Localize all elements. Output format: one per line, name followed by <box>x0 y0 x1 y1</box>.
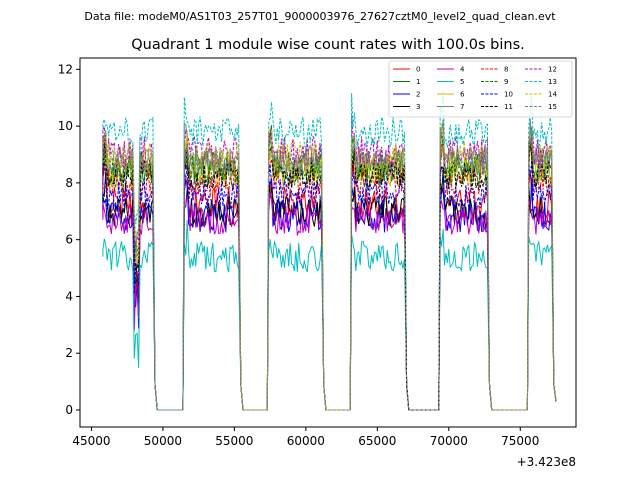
y-tick-label: 2 <box>65 346 73 360</box>
y-tick-label: 0 <box>65 403 73 417</box>
series-line-11 <box>102 135 557 411</box>
legend-label-8: 8 <box>504 66 508 74</box>
x-tick-label: 50000 <box>144 434 182 448</box>
legend-box <box>388 60 573 118</box>
plot-frame <box>79 57 577 428</box>
y-tick-label: 12 <box>58 62 73 76</box>
legend-label-12: 12 <box>548 66 557 74</box>
legend-label-0: 0 <box>416 66 420 74</box>
legend-label-14: 14 <box>548 91 557 99</box>
legend-label-11: 11 <box>504 103 513 111</box>
x-axis: 45000 50000 55000 60000 65000 70000 75000 <box>72 427 539 448</box>
y-tick-label: 10 <box>58 119 73 133</box>
legend-label-4: 4 <box>460 66 465 74</box>
plot-lines <box>102 90 557 411</box>
x-offset-label: +3.423e8 <box>517 455 576 469</box>
legend-label-1: 1 <box>416 78 420 86</box>
legend-label-3: 3 <box>416 103 420 111</box>
legend-label-13: 13 <box>548 78 557 86</box>
legend-label-2: 2 <box>416 91 420 99</box>
y-tick-label: 4 <box>65 289 73 303</box>
x-tick-label: 65000 <box>358 434 396 448</box>
legend-label-9: 9 <box>504 78 508 86</box>
legend-label-15: 15 <box>548 103 557 111</box>
legend-label-7: 7 <box>460 103 464 111</box>
suptitle: Data file: modeM0/AS1T03_257T01_90000039… <box>84 10 556 23</box>
y-tick-label: 8 <box>65 176 73 190</box>
y-tick-label: 6 <box>65 233 73 247</box>
x-tick-label: 75000 <box>501 434 539 448</box>
x-tick-label: 60000 <box>287 434 325 448</box>
x-tick-label: 45000 <box>72 434 110 448</box>
chart-title: Quadrant 1 module wise count rates with … <box>131 37 525 53</box>
series-line-15 <box>102 127 557 411</box>
x-tick-label: 55000 <box>215 434 253 448</box>
legend-label-6: 6 <box>460 91 465 99</box>
x-tick-label: 70000 <box>430 434 468 448</box>
y-axis: 0 2 4 6 8 10 12 <box>58 62 80 417</box>
legend-label-5: 5 <box>460 78 464 86</box>
legend-label-10: 10 <box>504 91 513 99</box>
